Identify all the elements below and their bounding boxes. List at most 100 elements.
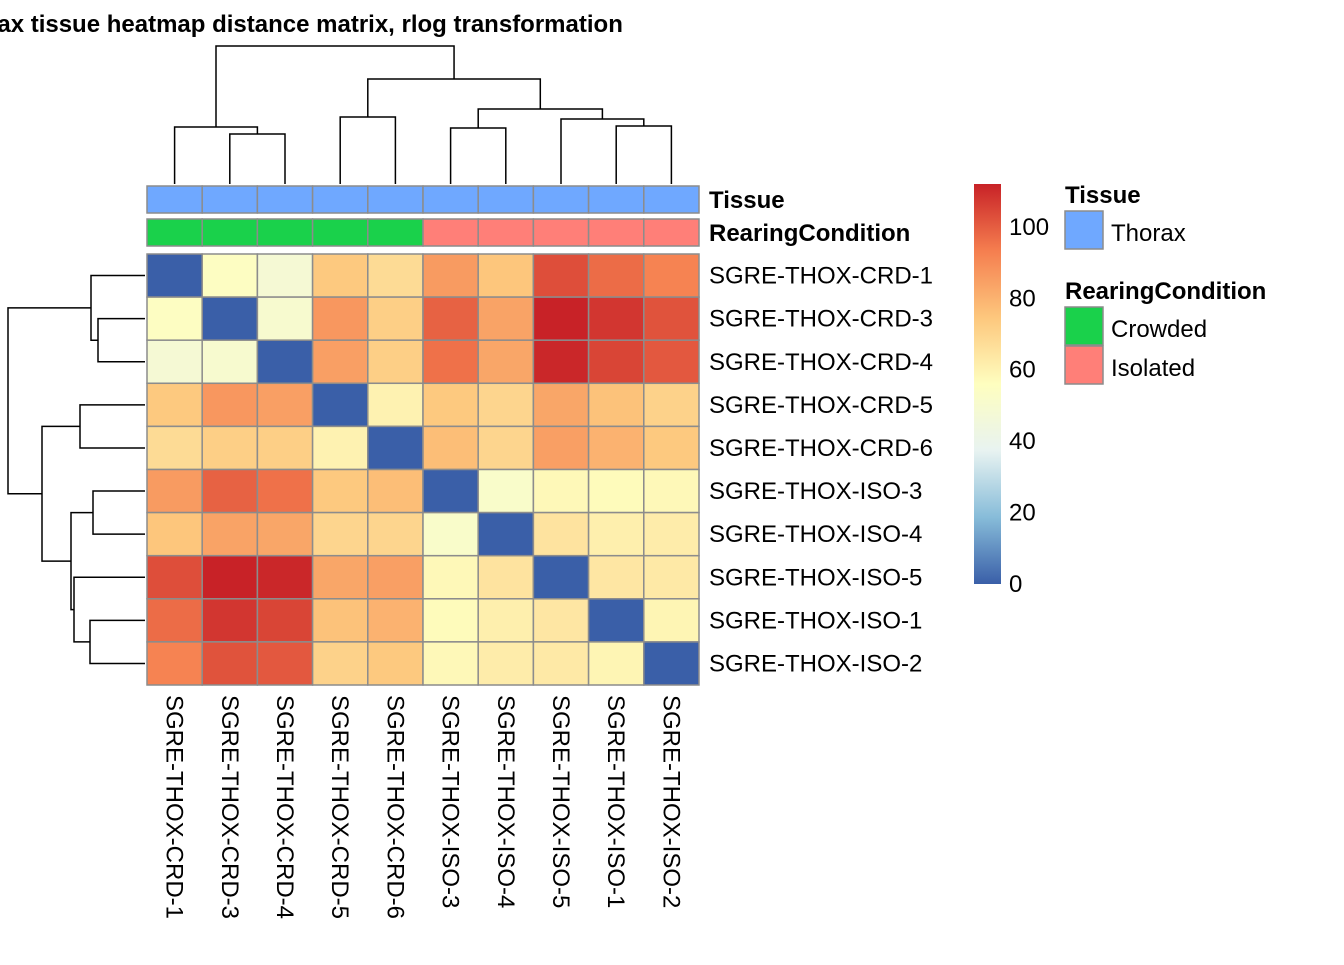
heatmap-cell (256, 296, 314, 341)
column-label: SGRE-THOX-CRD-1 (161, 695, 188, 919)
column-dendrogram-branch (173, 126, 259, 184)
column-dendrogram-branch (339, 116, 397, 184)
heatmap-cell (532, 253, 590, 298)
legend-swatch (1064, 345, 1104, 385)
heatmap-cell (367, 511, 424, 557)
heatmap-cell (256, 468, 314, 514)
heatmap-cell (311, 641, 369, 686)
heatmap-cell (587, 511, 645, 557)
colorbar-scale (974, 184, 1001, 584)
heatmap-cell (587, 296, 645, 341)
heatmap-cell (643, 296, 700, 341)
heatmap-cell (477, 296, 535, 341)
heatmap-cell (532, 641, 590, 686)
heatmap-cell (256, 339, 314, 385)
annotation-track-label: RearingCondition (709, 220, 910, 247)
heatmap-cell (422, 641, 479, 686)
chart-title: rax tissue heatmap distance matrix, rlog… (0, 11, 623, 38)
legend-item-label: Thorax (1111, 220, 1186, 247)
heatmap-cell (311, 425, 369, 471)
heatmap-cell (367, 382, 424, 428)
heatmap-cell (311, 296, 369, 341)
column-dendrogram-branch (229, 133, 286, 184)
heatmap-cell (643, 425, 700, 471)
column-dendrogram-branch (367, 78, 542, 117)
heatmap-cell (146, 511, 203, 557)
column-labels: SGRE-THOX-CRD-1 SGRE-THOX-CRD-3 SGRE-THOX-… (161, 695, 685, 919)
annotation-cell (587, 185, 645, 214)
heatmap-cell (477, 468, 535, 514)
heatmap-cell (422, 253, 479, 298)
column-label: SGRE-THOX-ISO-2 (657, 695, 684, 908)
heatmap-cell (201, 554, 259, 600)
heatmap-cell (477, 382, 535, 428)
annotation-cell (146, 185, 203, 214)
heatmap-cell (256, 425, 314, 471)
heatmap-cell (367, 339, 424, 385)
heatmap-cell (367, 253, 424, 298)
heatmap-cell (311, 598, 369, 643)
row-label: SGRE-THOX-CRD-3 (709, 306, 933, 333)
legend-title: RearingCondition (1065, 278, 1266, 305)
heatmap-cell (422, 468, 479, 514)
legends: Tissue Thorax RearingCondition Crowded Isola… (1064, 182, 1266, 385)
heatmap-cell (587, 425, 645, 471)
annotation-cell (477, 185, 535, 214)
annotation-cell (532, 218, 590, 247)
heatmap-cell (201, 253, 259, 298)
heatmap-cell (146, 641, 203, 686)
row-dendrogram-branch (90, 274, 145, 341)
annotation-cell (643, 185, 700, 214)
annotation-cell (367, 218, 424, 247)
legend-swatch (1064, 210, 1104, 250)
heatmap-cell (367, 554, 424, 600)
dendrograms (7, 45, 673, 665)
annotation-cell (422, 218, 479, 247)
row-dendrogram-branch (89, 619, 145, 665)
column-label: SGRE-THOX-CRD-4 (271, 695, 298, 919)
column-label: SGRE-THOX-ISO-3 (437, 695, 464, 908)
heatmap-cell (367, 598, 424, 643)
heatmap-cell (422, 296, 479, 341)
annotation-cell (201, 185, 259, 214)
colorbar-tick-label: 100 (1009, 214, 1049, 241)
heatmap-cell (532, 296, 590, 341)
heatmap-cell (201, 598, 259, 643)
annotation-cell (643, 218, 700, 247)
heatmap-cell (367, 425, 424, 471)
heatmap-cell (532, 425, 590, 471)
annotation-cell (422, 185, 479, 214)
heatmap-cell (201, 382, 259, 428)
heatmap-cell (643, 598, 700, 643)
heatmap-cell (256, 598, 314, 643)
annotation-cell (587, 218, 645, 247)
colorbar-tick-label: 0 (1009, 571, 1022, 598)
heatmap-cell (587, 382, 645, 428)
heatmap-cell (256, 641, 314, 686)
annotation-cell (311, 185, 369, 214)
column-label: SGRE-THOX-ISO-4 (492, 695, 519, 908)
heatmap-cell (477, 511, 535, 557)
heatmap-cell (643, 511, 700, 557)
annotation-cell (256, 185, 314, 214)
heatmap-cell (477, 425, 535, 471)
heatmap-cell (477, 339, 535, 385)
colorbar-tick-label: 60 (1009, 357, 1036, 384)
heatmap-cell (367, 296, 424, 341)
heatmap-cell (201, 425, 259, 471)
heatmap-cell (146, 554, 203, 600)
annotation-cell (367, 185, 424, 214)
legend-swatch (1064, 306, 1104, 346)
colorbar-tick-label: 20 (1009, 500, 1036, 527)
heatmap-cell (477, 554, 535, 600)
row-labels: SGRE-THOX-CRD-1 SGRE-THOX-CRD-3 SGRE-THOX-… (709, 263, 933, 678)
heatmap-cell (477, 253, 535, 298)
heatmap-cell (146, 253, 203, 298)
heatmap-cell (643, 641, 700, 686)
heatmap-cell (311, 554, 369, 600)
heatmap-cell (587, 598, 645, 643)
row-label: SGRE-THOX-ISO-5 (709, 564, 922, 591)
heatmap-cell (643, 382, 700, 428)
